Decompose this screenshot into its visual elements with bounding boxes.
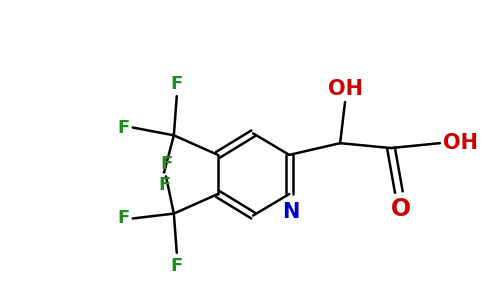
Text: O: O [391, 197, 411, 221]
Text: F: F [171, 256, 183, 274]
Text: F: F [118, 118, 130, 136]
Text: F: F [171, 75, 183, 93]
Text: F: F [118, 209, 130, 227]
Text: F: F [160, 155, 172, 173]
Text: OH: OH [328, 79, 363, 99]
Text: F: F [158, 176, 170, 194]
Text: N: N [283, 202, 300, 222]
Text: OH: OH [443, 133, 478, 153]
